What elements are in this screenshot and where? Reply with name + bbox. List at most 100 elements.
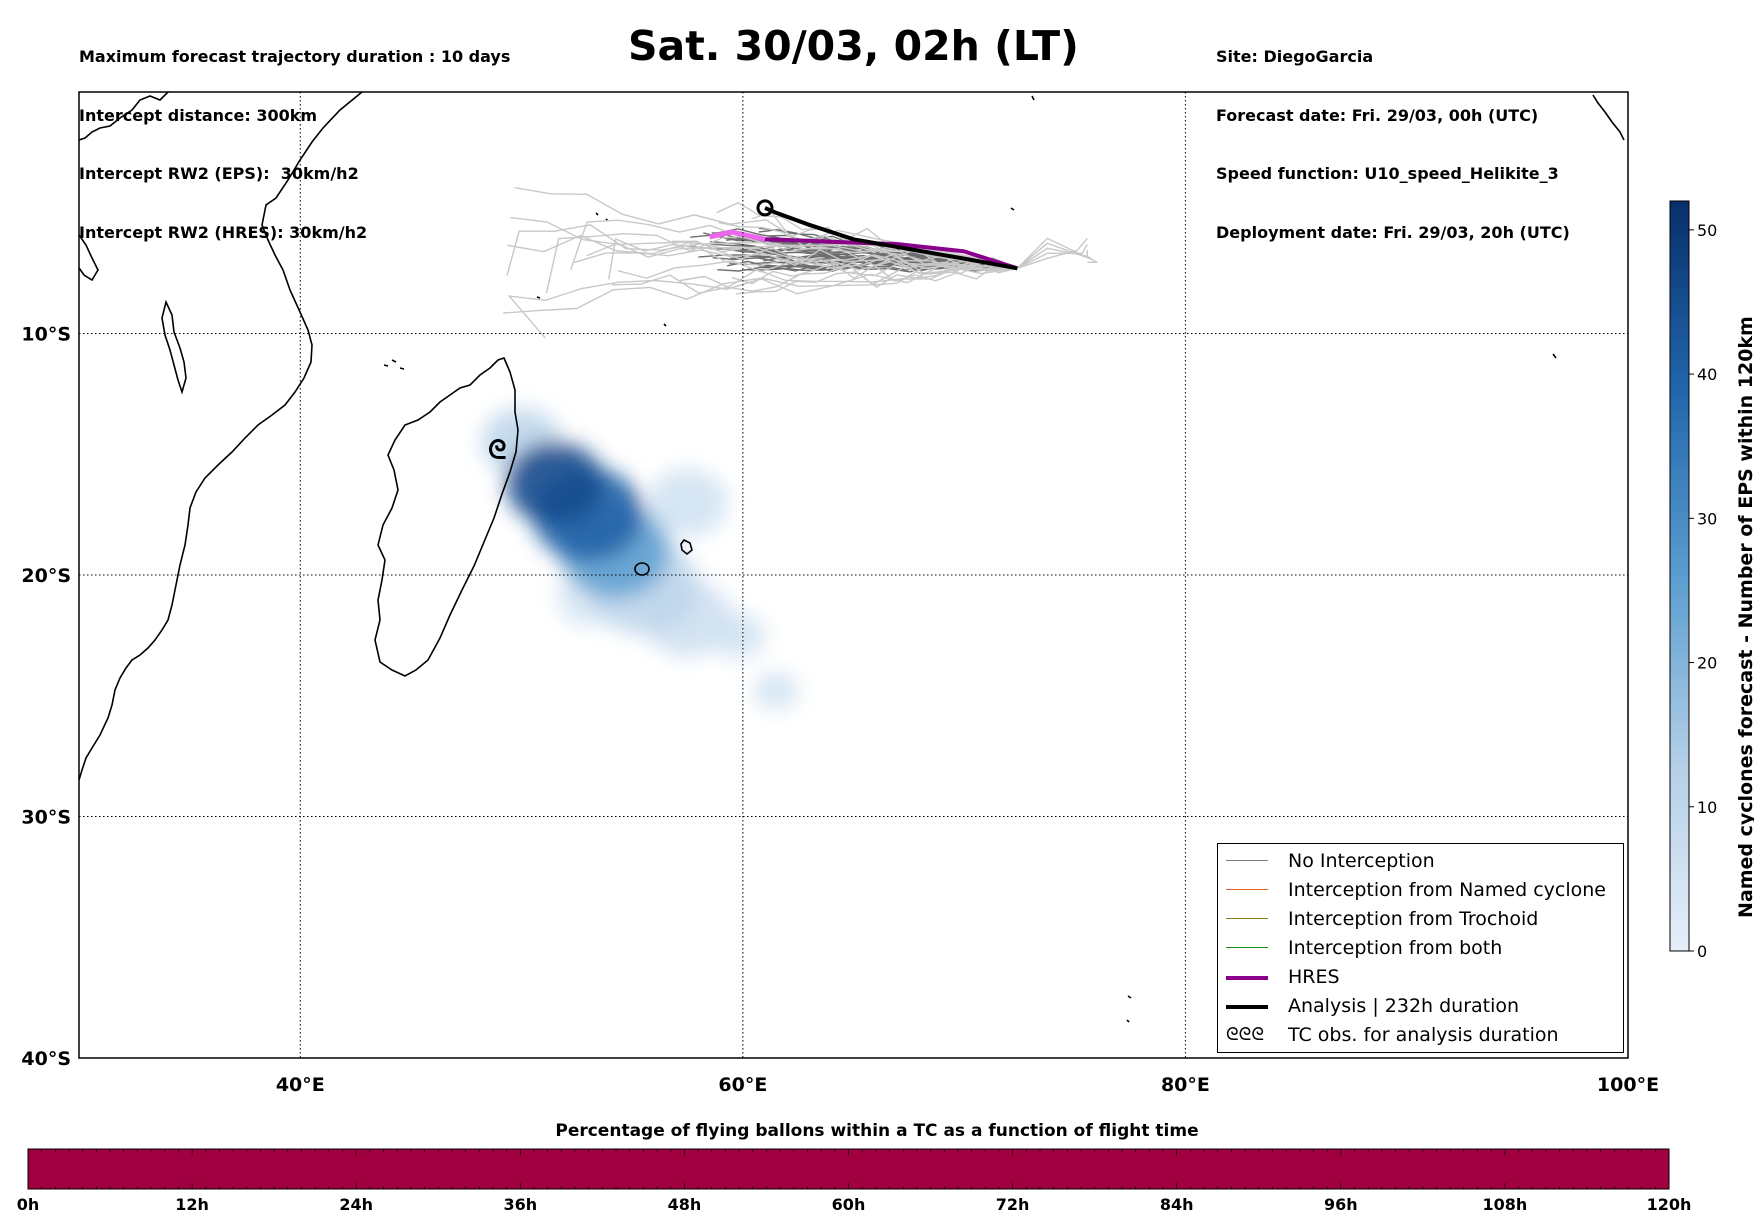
lon-tick-label: 100°E bbox=[1597, 1074, 1659, 1096]
legend-swatch bbox=[1226, 860, 1268, 861]
legend-label: Interception from Trochoid bbox=[1288, 908, 1539, 930]
legend-swatch bbox=[1226, 947, 1268, 948]
flight-time-tick-label: 84h bbox=[1160, 1195, 1194, 1214]
flight-time-tick-label: 24h bbox=[339, 1195, 373, 1214]
flight-time-tick-label: 60h bbox=[832, 1195, 866, 1214]
forecast-parameters: Maximum forecast trajectory duration : 1… bbox=[79, 8, 510, 262]
tick-labels: 40°E 60°E 80°E 100°E 10°S 20°S 30°S 40°S bbox=[21, 324, 1659, 1097]
flight-time-bar: 0h 12h 24h 36h 48h 60h 72h 84h 96h 108h 120h bbox=[17, 1148, 1692, 1214]
legend-item: Interception from both bbox=[1226, 934, 1616, 962]
analysis-end-marker bbox=[756, 199, 774, 217]
flight-time-tick-label: 120h bbox=[1647, 1195, 1692, 1214]
legend-item: HRES bbox=[1226, 963, 1616, 991]
param-line: Forecast date: Fri. 29/03, 00h (UTC) bbox=[1216, 105, 1539, 125]
density-blob bbox=[647, 468, 728, 537]
map-title: Sat. 30/03, 02h (LT) bbox=[628, 22, 1079, 70]
lat-tick-label: 40°S bbox=[21, 1048, 71, 1070]
density-colorbar-tick-label: 30 bbox=[1697, 509, 1717, 528]
legend-label: Interception from Named cyclone bbox=[1288, 879, 1606, 901]
param-line: Deployment date: Fri. 29/03, 20h (UTC) bbox=[1216, 222, 1570, 242]
ensemble-member-track bbox=[507, 234, 1018, 271]
ensemble-member-track bbox=[1016, 247, 1088, 269]
legend-label: Analysis | 232h duration bbox=[1288, 995, 1520, 1017]
density-colorbar-tick-label: 0 bbox=[1697, 942, 1707, 961]
ensemble-member-track bbox=[514, 187, 1018, 271]
islands-north bbox=[1010, 94, 1625, 359]
legend-item: No Interception bbox=[1226, 847, 1616, 875]
density-colorbar-gradient bbox=[1669, 200, 1690, 952]
legend-item: Interception from Trochoid bbox=[1226, 905, 1616, 933]
lat-tick-label: 10°S bbox=[21, 324, 71, 346]
legend-item: ᘓᘓᘓ TC obs. for analysis duration bbox=[1226, 1021, 1616, 1049]
flight-time-tick-label: 12h bbox=[175, 1195, 209, 1214]
legend-swatch bbox=[1226, 889, 1268, 890]
density-colorbar-tick-label: 10 bbox=[1697, 798, 1717, 817]
mauritius-island bbox=[680, 538, 693, 556]
map-area: ᘓ bbox=[79, 92, 1625, 1023]
map-legend: No Interception Interception from Named … bbox=[1217, 843, 1624, 1053]
flight-time-tick-label: 108h bbox=[1483, 1195, 1528, 1214]
legend-item: Analysis | 232h duration bbox=[1226, 992, 1616, 1020]
param-line: Maximum forecast trajectory duration : 1… bbox=[79, 47, 511, 66]
param-line: Speed function: U10_speed_Helikite_3 bbox=[1216, 164, 1559, 183]
lake-victoria bbox=[79, 234, 99, 282]
legend-item: Interception from Named cyclone bbox=[1226, 876, 1616, 904]
param-line: Intercept RW2 (EPS): 30km/h2 bbox=[79, 164, 359, 183]
analysis-trajectory bbox=[764, 206, 1018, 271]
legend-label: Interception from both bbox=[1288, 937, 1503, 959]
lon-tick-label: 40°E bbox=[276, 1074, 325, 1096]
density-blob bbox=[753, 672, 799, 710]
seychelles bbox=[536, 212, 667, 327]
cyclone-obs-icon: ᘓᘓᘓ bbox=[1226, 1024, 1265, 1045]
legend-swatch bbox=[1226, 976, 1268, 980]
arabia-coastline bbox=[79, 92, 169, 141]
madagascar-coastline bbox=[374, 357, 519, 677]
flight-time-tick-label: 48h bbox=[668, 1195, 702, 1214]
ensemble-trajectories bbox=[503, 187, 1098, 339]
flight-time-bar-title: Percentage of flying ballons within a TC… bbox=[555, 1121, 1199, 1141]
tropical-cyclone-icon: ᘓ bbox=[488, 435, 506, 465]
ensemble-member-track bbox=[1017, 237, 1088, 269]
lat-tick-label: 20°S bbox=[21, 565, 71, 587]
graticule bbox=[79, 92, 1628, 1058]
africa-coastline bbox=[79, 92, 363, 781]
ensemble-member-track bbox=[586, 242, 1018, 275]
site-parameters: Site: DiegoGarcia Forecast date: Fri. 29… bbox=[1216, 8, 1570, 262]
legend-swatch bbox=[1226, 1005, 1268, 1009]
legend-label: No Interception bbox=[1288, 850, 1435, 872]
param-line: Intercept distance: 300km bbox=[79, 105, 318, 125]
param-line: Site: DiegoGarcia bbox=[1216, 47, 1374, 66]
hres-trajectory-recent bbox=[709, 229, 766, 242]
reunion-island bbox=[634, 562, 650, 576]
flight-time-tick-label: 72h bbox=[996, 1195, 1030, 1214]
coastlines bbox=[79, 92, 1625, 1023]
legend-swatch bbox=[1226, 918, 1268, 919]
flight-time-tick-label: 96h bbox=[1324, 1195, 1358, 1214]
density-colorbar-ticks: 0 10 20 30 40 50 bbox=[1689, 221, 1717, 961]
ensemble-member-track bbox=[1016, 243, 1088, 269]
flight-time-ticks: 0h 12h 24h 36h 48h 60h 72h 84h 96h 108h 120h bbox=[17, 1149, 1692, 1214]
map-frame bbox=[78, 91, 1629, 1059]
density-blob bbox=[506, 441, 604, 525]
density-colorbar-tick-label: 40 bbox=[1697, 365, 1717, 384]
legend-label: HRES bbox=[1288, 966, 1340, 988]
lake-malawi bbox=[161, 299, 187, 395]
density-colorbar-tick-label: 50 bbox=[1697, 221, 1717, 240]
ensemble-member-track bbox=[1016, 237, 1098, 269]
lon-tick-label: 80°E bbox=[1161, 1074, 1210, 1096]
islands-south bbox=[1126, 995, 1132, 1023]
lat-tick-label: 30°S bbox=[21, 807, 71, 829]
flight-time-bar-fill bbox=[27, 1148, 1670, 1190]
legend-label: TC obs. for analysis duration bbox=[1288, 1024, 1559, 1046]
flight-time-tick-label: 0h bbox=[17, 1195, 40, 1214]
comoros bbox=[383, 359, 405, 370]
lon-tick-label: 60°E bbox=[718, 1074, 767, 1096]
ensemble-member-track bbox=[1016, 242, 1093, 269]
density-colorbar: 0 10 20 30 40 50 bbox=[1669, 200, 1717, 961]
ensemble-member-track bbox=[507, 261, 1018, 339]
ensemble-member-track bbox=[718, 221, 1018, 269]
flight-time-tick-label: 36h bbox=[503, 1195, 537, 1214]
density-colorbar-tick-label: 20 bbox=[1697, 654, 1717, 673]
cyclone-density-layer bbox=[481, 408, 799, 710]
